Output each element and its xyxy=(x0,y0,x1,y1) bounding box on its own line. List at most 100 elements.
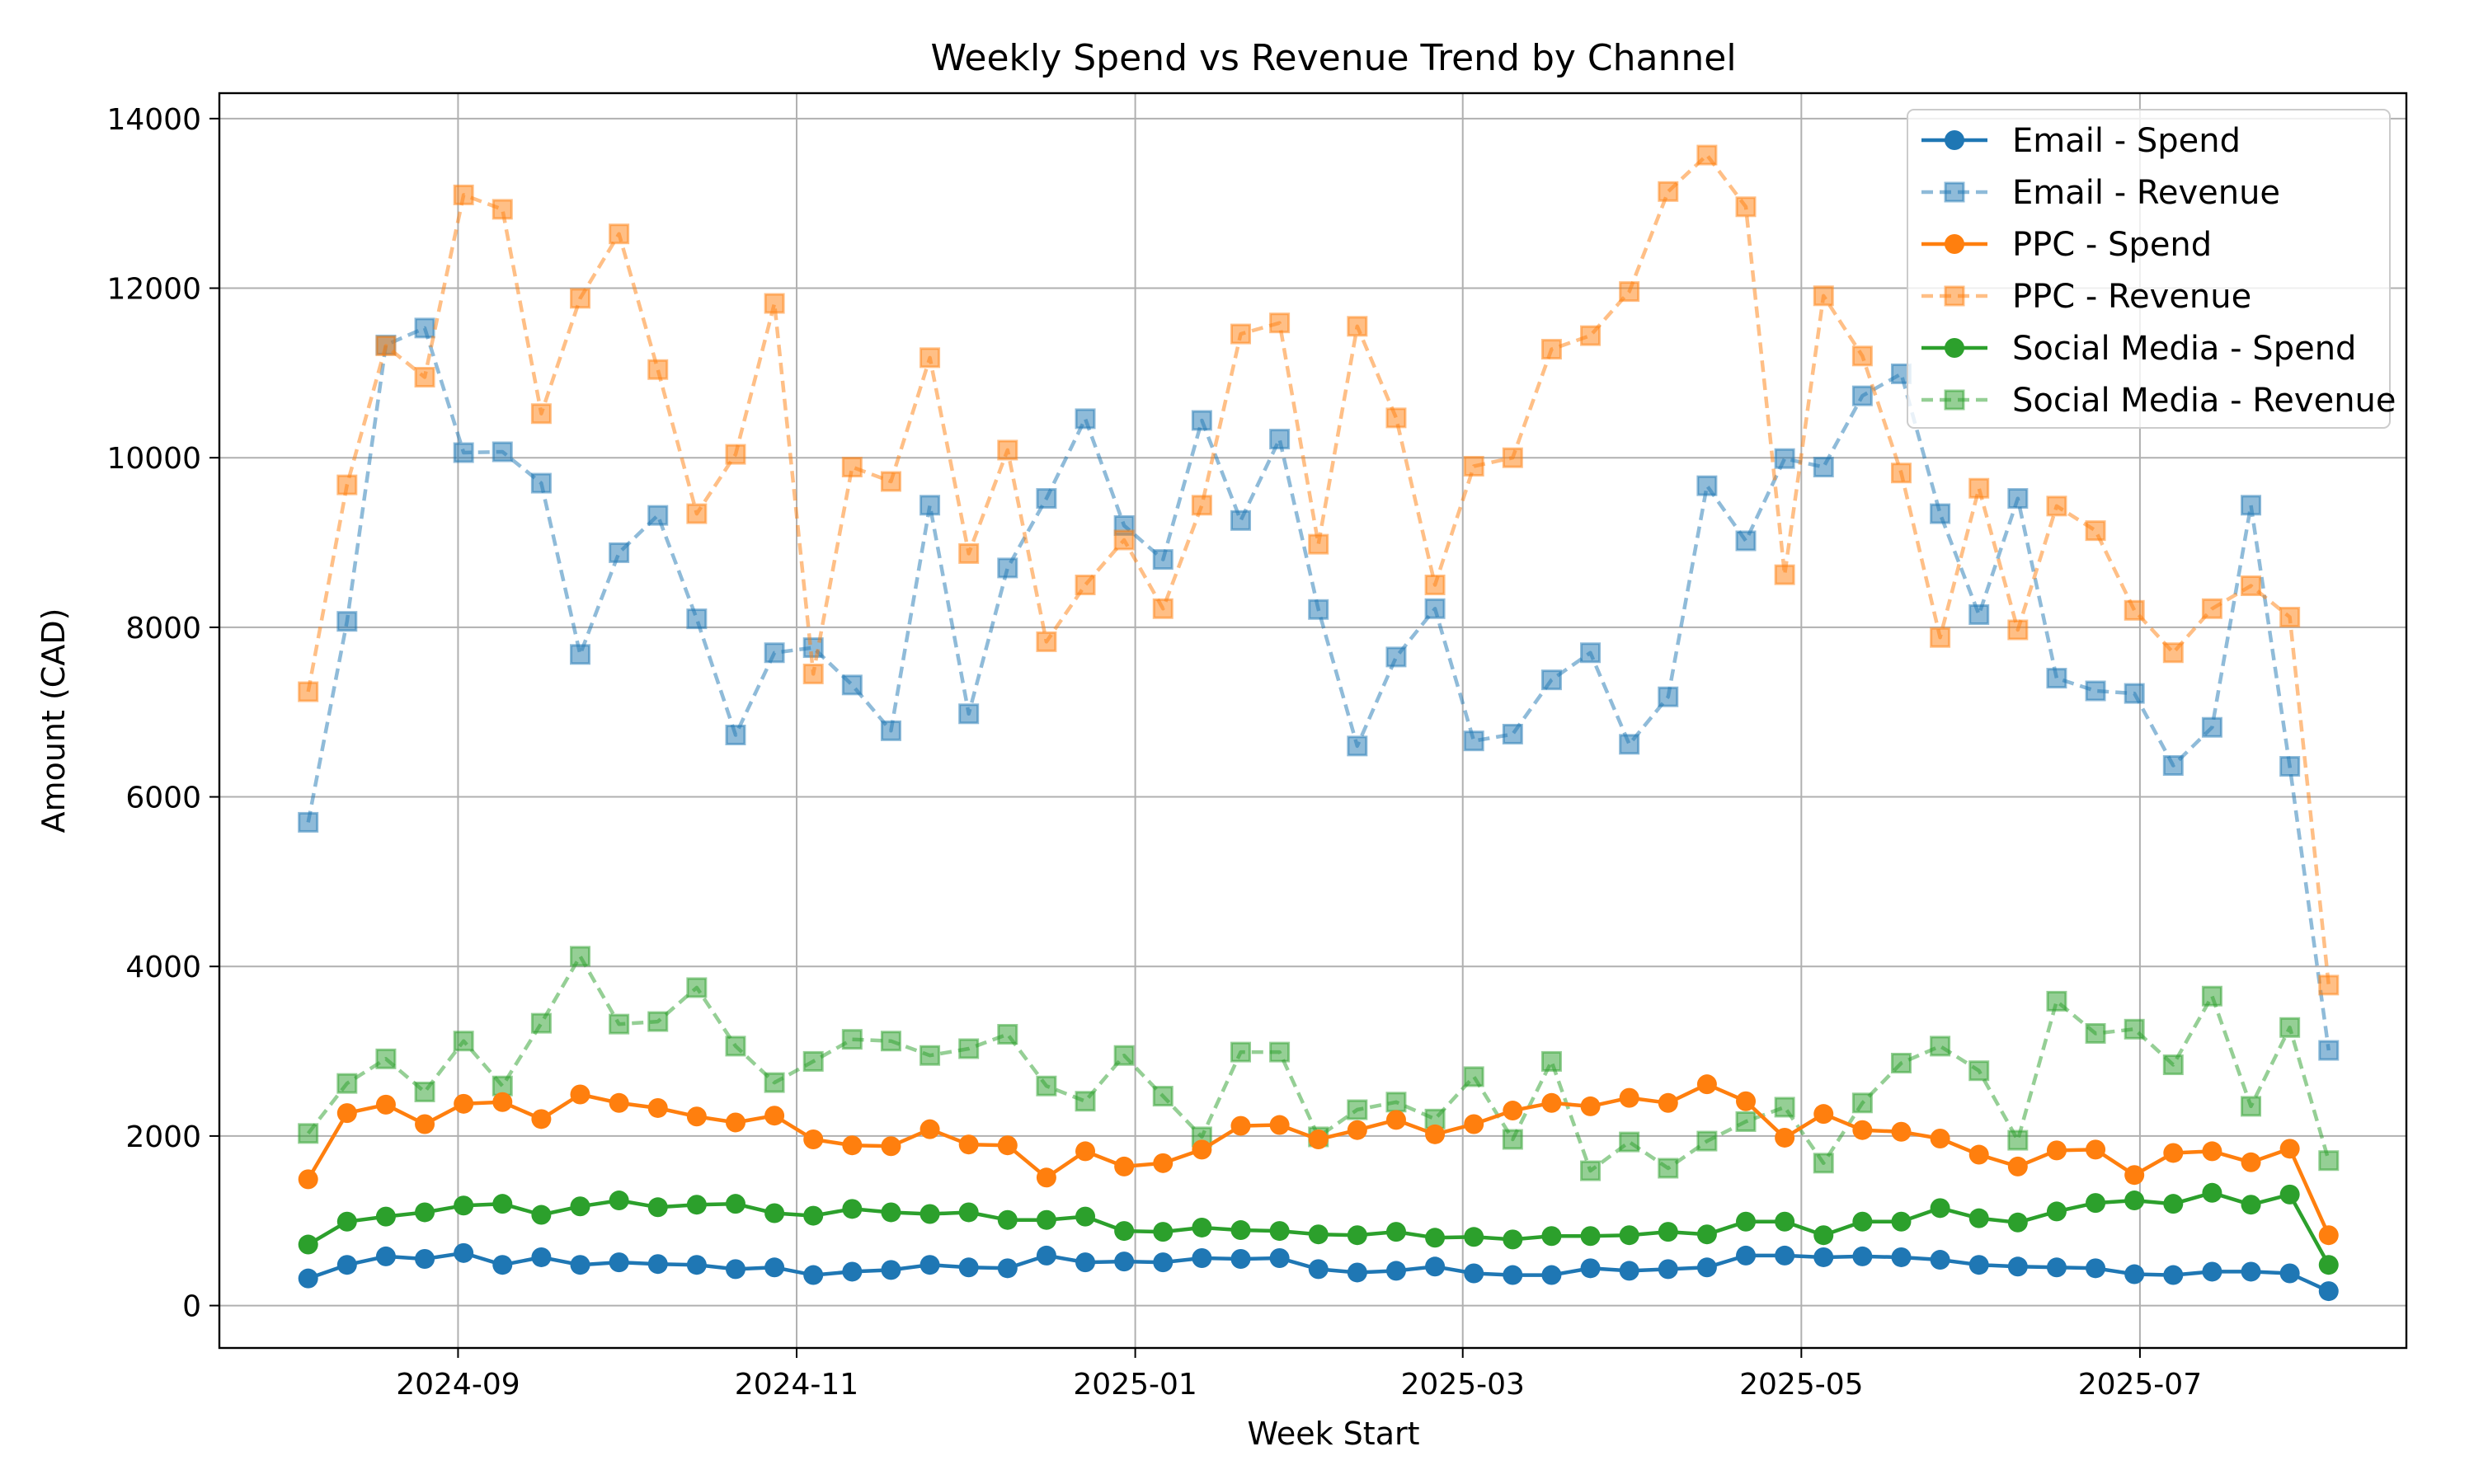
chart-title: Weekly Spend vs Revenue Trend by Channel xyxy=(930,37,1736,79)
data-point xyxy=(686,1255,707,1275)
data-point xyxy=(1968,603,1990,625)
data-point xyxy=(2318,974,2340,996)
data-point xyxy=(1308,599,1329,620)
data-point xyxy=(2086,1139,2106,1160)
data-point xyxy=(492,441,513,463)
legend-marker xyxy=(1945,234,1964,254)
data-point xyxy=(1696,475,1718,496)
y-tick-label: 10000 xyxy=(106,442,201,476)
data-point xyxy=(1541,1092,1562,1113)
data-point xyxy=(2279,1263,2300,1284)
data-point xyxy=(1696,144,1718,166)
data-point xyxy=(2201,716,2222,738)
data-point xyxy=(2046,1257,2067,1278)
data-point xyxy=(1968,477,1990,499)
data-point xyxy=(414,367,435,388)
data-point xyxy=(415,1202,435,1223)
data-point xyxy=(375,1094,396,1115)
data-point xyxy=(1968,1255,1989,1275)
data-point xyxy=(1580,1258,1601,1279)
data-point xyxy=(298,1169,318,1190)
data-point xyxy=(1813,1104,1834,1125)
data-point xyxy=(1891,1211,1912,1232)
data-point xyxy=(375,335,397,356)
data-point xyxy=(1347,1120,1367,1140)
data-point xyxy=(1502,447,1523,468)
legend-frame xyxy=(1907,109,2391,429)
data-point xyxy=(1930,627,1951,648)
data-point xyxy=(2007,1129,2029,1151)
data-point xyxy=(1735,196,1757,218)
data-point xyxy=(1347,1262,1367,1283)
data-point xyxy=(492,199,513,220)
y-tick-label: 6000 xyxy=(125,782,201,815)
legend-item: PPC - Spend xyxy=(1921,226,2212,264)
data-point xyxy=(1192,1139,1212,1160)
data-point xyxy=(2318,1150,2340,1172)
y-axis-ticks: 0 2000 4000 6000 8000 10000 12000 14000 xyxy=(106,103,219,1324)
data-point xyxy=(764,1257,785,1278)
data-point xyxy=(1735,530,1757,552)
data-point xyxy=(1230,1249,1251,1270)
data-point xyxy=(1696,1224,1717,1245)
data-point xyxy=(997,1209,1018,1230)
data-point xyxy=(1619,734,1640,755)
legend-label: Social Media - Revenue xyxy=(2012,382,2396,420)
data-point xyxy=(647,359,669,380)
data-point xyxy=(531,1205,552,1225)
data-point xyxy=(725,1036,746,1057)
plot-frame xyxy=(218,92,2408,1350)
data-point xyxy=(1541,1226,1562,1247)
data-point xyxy=(1851,1092,1873,1114)
data-point xyxy=(1890,463,1912,484)
data-point xyxy=(2046,1201,2067,1222)
series-line-email-revenue xyxy=(306,326,2331,1051)
data-point xyxy=(920,1204,940,1224)
y-tick-label: 14000 xyxy=(106,103,201,137)
legend-item: Email - Revenue xyxy=(1921,174,2280,212)
data-point xyxy=(2241,495,2262,516)
data-point xyxy=(920,347,941,369)
data-point xyxy=(1658,1158,1679,1179)
data-point xyxy=(1658,686,1679,707)
y-tick-label: 4000 xyxy=(125,951,201,984)
data-point xyxy=(958,703,980,725)
data-point xyxy=(1891,1121,1912,1142)
data-point xyxy=(1191,495,1212,516)
data-point xyxy=(725,444,746,465)
data-point xyxy=(686,977,708,998)
data-point xyxy=(764,293,785,314)
y-tick-label: 2000 xyxy=(125,1120,201,1154)
data-point xyxy=(1852,1211,1873,1232)
data-point xyxy=(453,1031,474,1052)
data-point xyxy=(1696,1130,1718,1152)
data-point xyxy=(2318,1040,2340,1061)
data-point xyxy=(1036,488,1057,510)
data-point xyxy=(1385,1110,1406,1130)
data-point xyxy=(336,1073,358,1094)
data-point xyxy=(1813,285,1834,307)
data-point xyxy=(764,642,785,664)
data-point xyxy=(764,1203,785,1223)
data-point xyxy=(1425,1124,1446,1144)
data-point xyxy=(2007,1256,2028,1277)
data-point xyxy=(2241,575,2262,596)
series-email-spend xyxy=(298,1242,2339,1302)
data-point xyxy=(1308,1259,1329,1280)
data-point xyxy=(1152,1086,1174,1107)
data-point xyxy=(1930,503,1951,524)
data-point xyxy=(609,1013,630,1035)
data-point xyxy=(1658,1222,1678,1242)
data-point xyxy=(1230,1041,1251,1063)
data-point xyxy=(997,1135,1018,1156)
data-point xyxy=(2163,1265,2184,1285)
data-point xyxy=(958,542,980,564)
data-point xyxy=(920,1045,941,1066)
legend-label: PPC - Spend xyxy=(2012,226,2212,264)
data-point xyxy=(725,1194,745,1214)
data-point xyxy=(298,1123,319,1144)
data-point xyxy=(2318,1255,2339,1275)
data-point xyxy=(530,1012,552,1034)
